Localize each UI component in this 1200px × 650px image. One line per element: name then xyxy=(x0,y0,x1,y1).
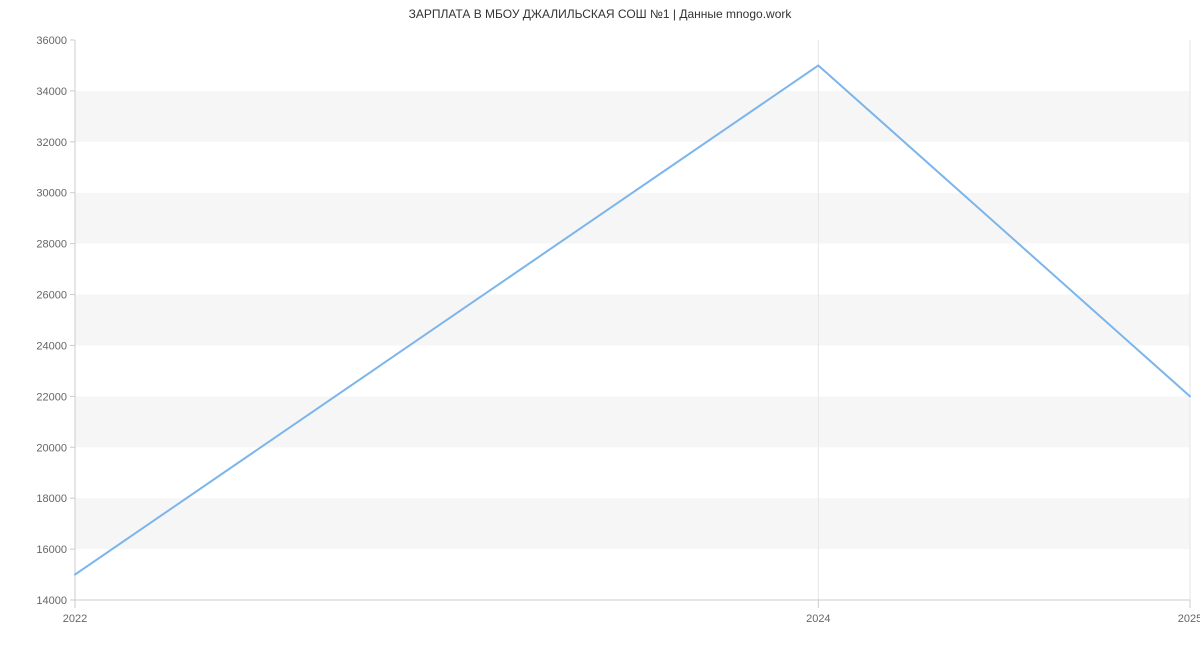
y-tick-label: 14000 xyxy=(36,595,67,607)
x-tick-label: 2022 xyxy=(63,613,87,625)
y-tick-label: 26000 xyxy=(36,290,67,302)
y-tick-label: 24000 xyxy=(36,340,67,352)
plot-band xyxy=(75,91,1190,142)
salary-line-chart: 14000 16000 18000 20000 22000 24000 26000 28000… xyxy=(0,0,1200,650)
plot-band xyxy=(75,345,1190,396)
x-tick-label: 2025 xyxy=(1178,613,1200,625)
plot-band xyxy=(75,193,1190,244)
y-tick-label: 36000 xyxy=(36,35,67,47)
y-tick-label: 16000 xyxy=(36,544,67,556)
y-tick-label: 34000 xyxy=(36,86,67,98)
plot-band xyxy=(75,447,1190,498)
chart-title: ЗАРПЛАТА В МБОУ ДЖАЛИЛЬСКАЯ СОШ №1 | Дан… xyxy=(409,7,793,21)
plot-band xyxy=(75,40,1190,91)
y-tick-label: 18000 xyxy=(36,493,67,505)
y-tick-label: 22000 xyxy=(36,391,67,403)
y-tick-label: 20000 xyxy=(36,442,67,454)
plot-band xyxy=(75,498,1190,549)
plot-band xyxy=(75,142,1190,193)
plot-band xyxy=(75,295,1190,346)
y-tick-label: 32000 xyxy=(36,137,67,149)
y-tick-label: 30000 xyxy=(36,188,67,200)
plot-band xyxy=(75,549,1190,600)
y-tick-label: 28000 xyxy=(36,239,67,251)
x-tick-label: 2024 xyxy=(806,613,830,625)
plot-band xyxy=(75,244,1190,295)
plot-band xyxy=(75,396,1190,447)
